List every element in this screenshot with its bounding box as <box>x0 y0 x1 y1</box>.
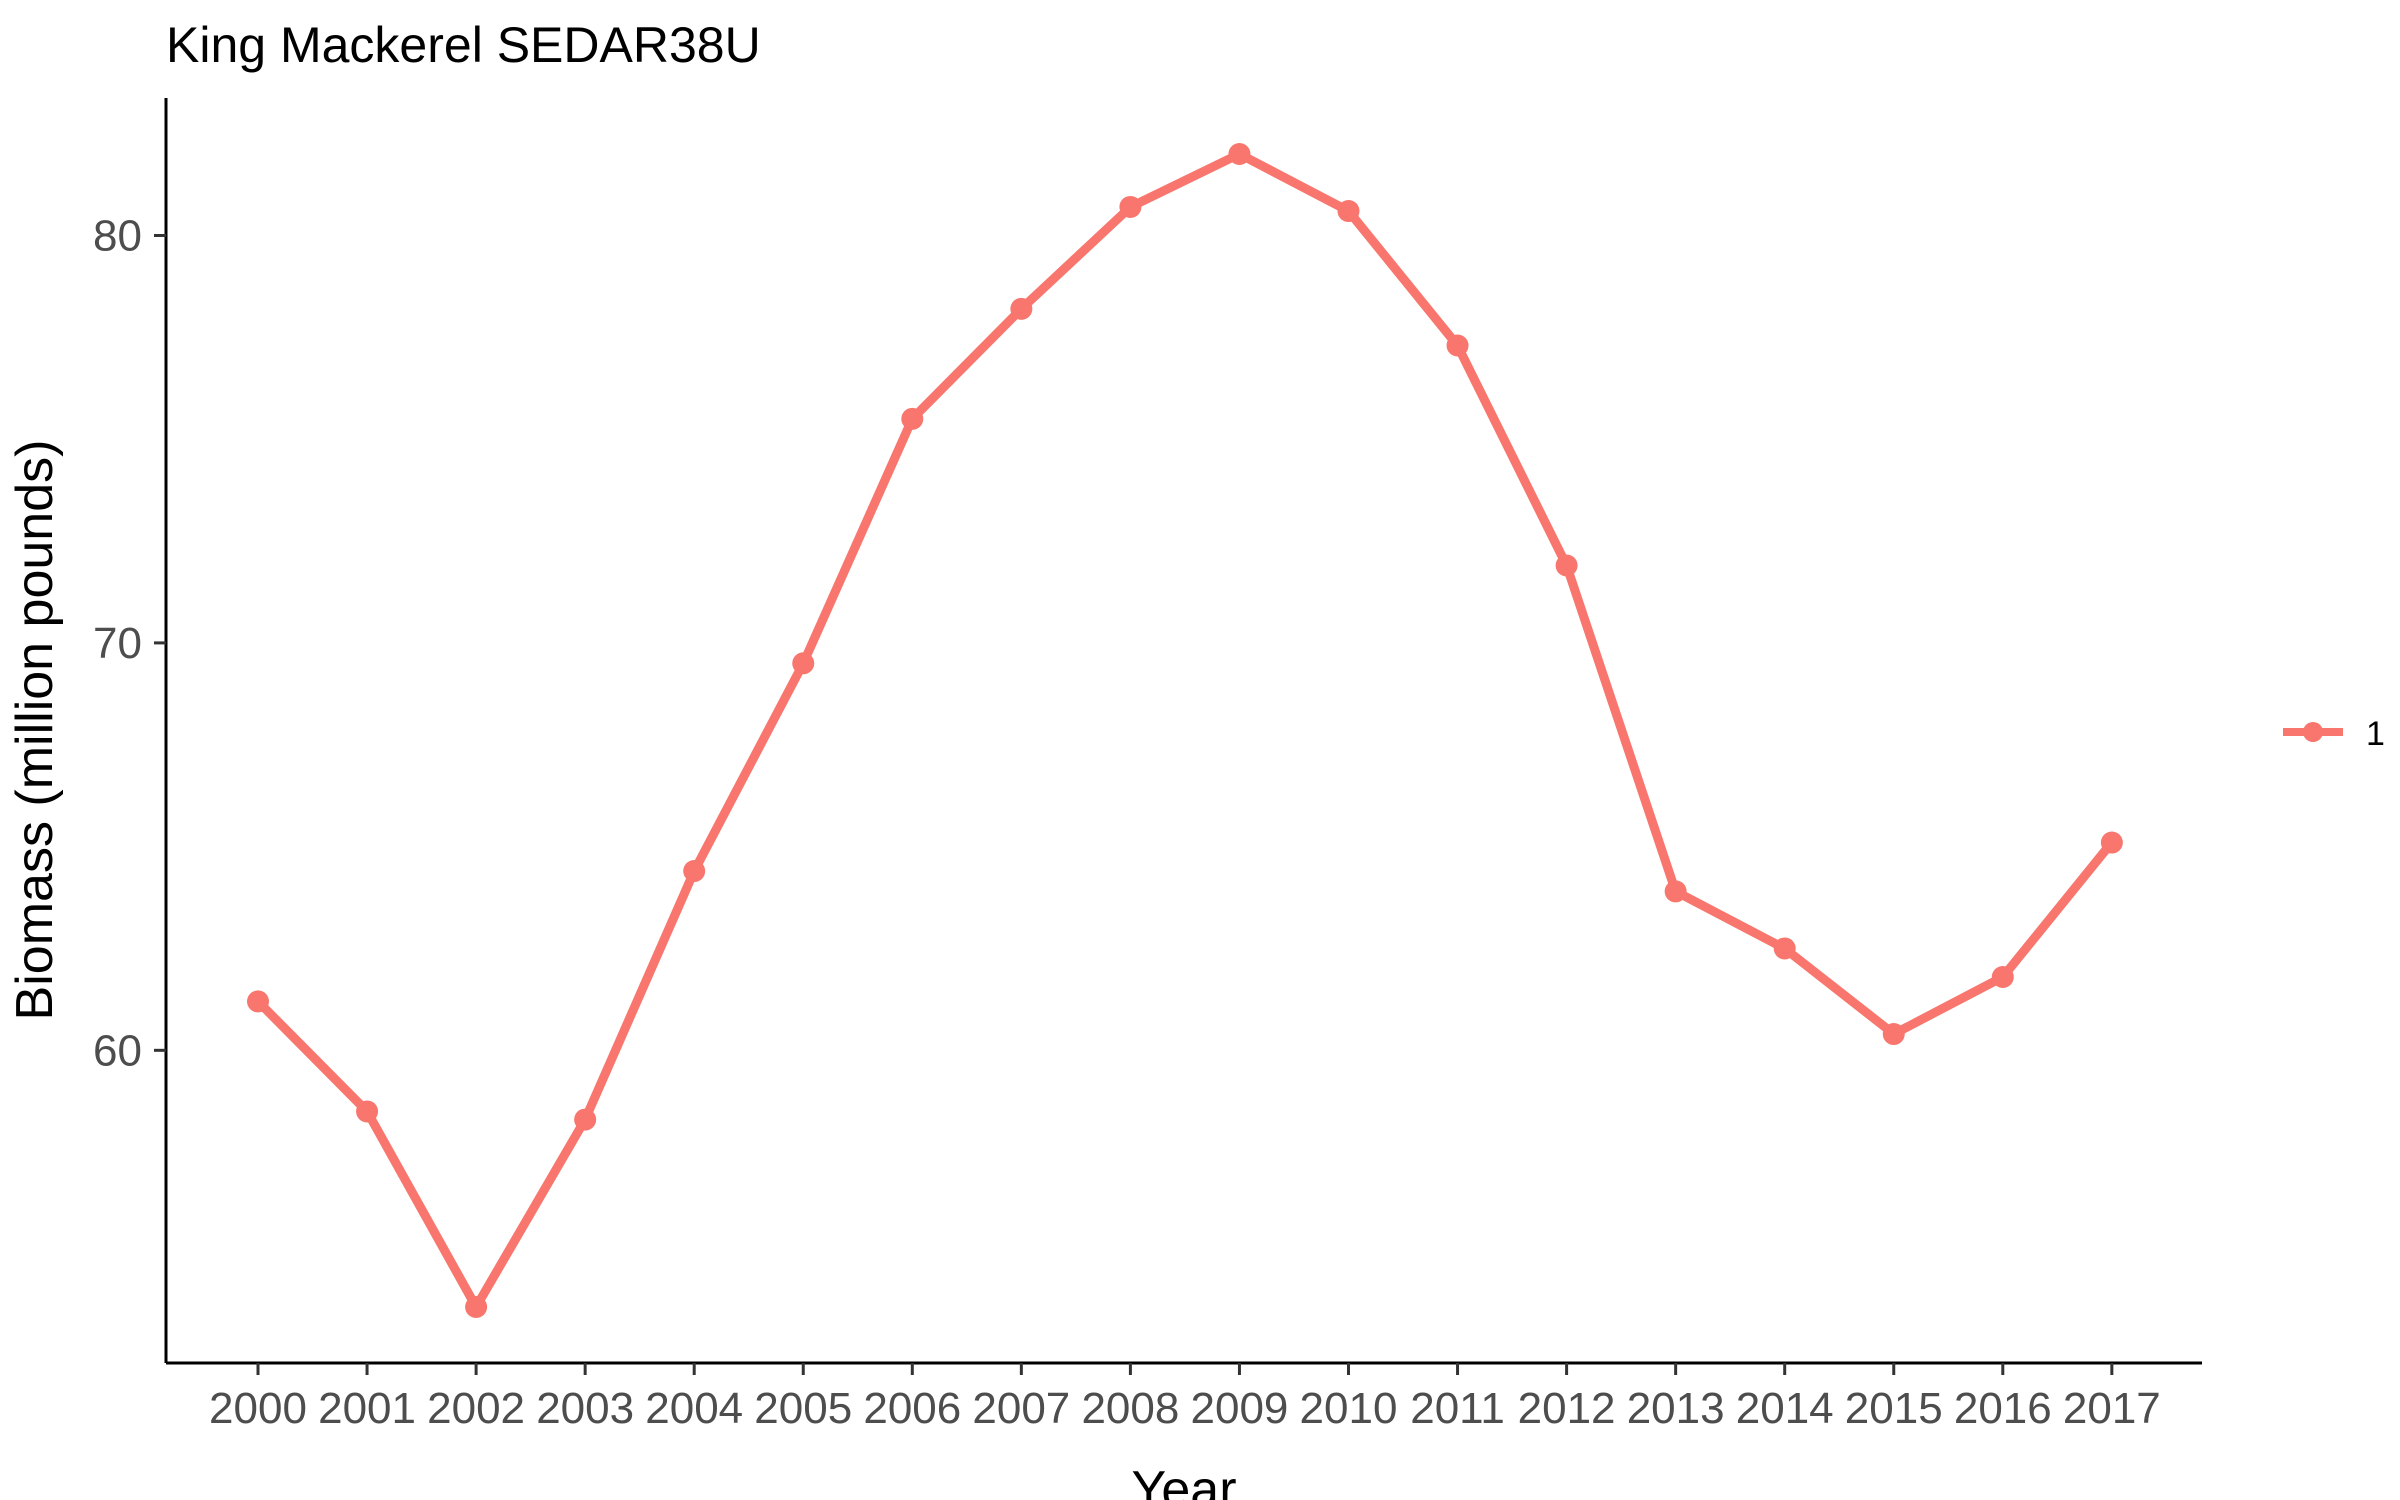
y-tick-label: 60 <box>93 1026 142 1075</box>
data-point <box>1664 880 1687 903</box>
x-tick-label: 2007 <box>972 1384 1070 1433</box>
x-tick-label: 2013 <box>1627 1384 1725 1433</box>
x-tick-label: 2012 <box>1518 1384 1616 1433</box>
x-tick-label: 2016 <box>1954 1384 2052 1433</box>
x-tick-label: 2006 <box>863 1384 961 1433</box>
data-point <box>2100 831 2123 854</box>
x-tick-label: 2001 <box>318 1384 416 1433</box>
data-point <box>792 652 815 675</box>
data-point <box>356 1100 379 1123</box>
chart-title: King Mackerel SEDAR38U <box>166 17 761 73</box>
x-tick-label: 2005 <box>754 1384 852 1433</box>
x-tick-label: 2011 <box>1410 1384 1505 1433</box>
x-tick-label: 2000 <box>209 1384 307 1433</box>
data-point <box>574 1108 597 1131</box>
y-ticks: 60 70 80 <box>93 211 166 1075</box>
data-point <box>465 1296 488 1318</box>
series-layer <box>247 143 2123 1318</box>
legend-key-point <box>2303 722 2323 742</box>
data-point <box>901 407 924 430</box>
x-tick-label: 2002 <box>427 1384 525 1433</box>
series-line <box>253 149 2117 1312</box>
data-point <box>1446 334 1469 357</box>
data-point <box>1010 297 1033 320</box>
legend: 1 <box>2283 715 2385 753</box>
data-point <box>1228 143 1251 165</box>
y-axis-title: Biomass (million pounds) <box>6 440 64 1021</box>
x-tick-label: 2003 <box>536 1384 634 1433</box>
data-point <box>683 860 706 883</box>
data-point <box>247 990 269 1013</box>
x-tick-label: 2015 <box>1845 1384 1943 1433</box>
data-point <box>1882 1023 1905 1046</box>
x-tick-label: 2004 <box>645 1384 743 1433</box>
x-ticks: 2000 2001 2002 2003 2004 2005 2006 2007 2008 2009… <box>209 1363 2161 1433</box>
y-tick-label: 70 <box>93 619 142 668</box>
data-point <box>1991 965 2014 988</box>
x-tick-label: 2014 <box>1736 1384 1834 1433</box>
x-tick-label: 2010 <box>1300 1384 1398 1433</box>
x-tick-label: 2017 <box>2063 1384 2161 1433</box>
y-tick-label: 80 <box>93 211 142 260</box>
x-tick-label: 2008 <box>1081 1384 1179 1433</box>
data-point <box>1773 937 1796 960</box>
x-tick-label: 2009 <box>1191 1384 1289 1433</box>
data-point <box>1337 200 1360 223</box>
x-axis-title: Year <box>1131 1461 1236 1500</box>
data-point <box>1119 195 1142 218</box>
legend-label: 1 <box>2366 715 2385 753</box>
data-point <box>1555 554 1578 577</box>
